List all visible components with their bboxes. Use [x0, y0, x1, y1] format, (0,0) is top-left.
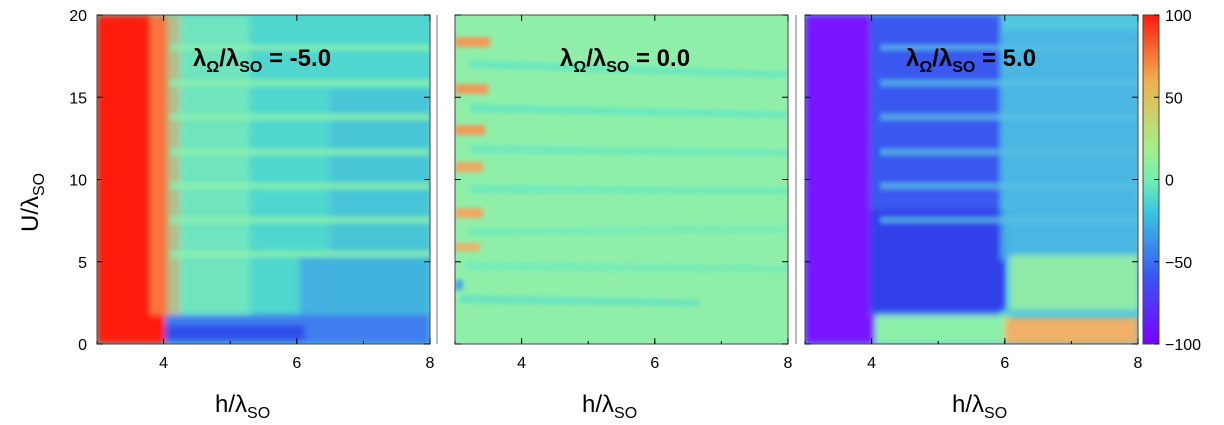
heatmap-0 — [97, 15, 430, 344]
x-tick-label: 8 — [784, 355, 793, 372]
panel-title-0: λΩ/λSO = -5.0 — [193, 45, 331, 76]
panel-title-1: λΩ/λSO = 0.0 — [560, 45, 690, 76]
x-axis-label-1: h/λSO — [582, 391, 637, 422]
x-tick-label: 8 — [1134, 355, 1143, 372]
ticks-2: 4 6 8 — [804, 14, 1143, 372]
x-tick-label: 4 — [159, 355, 168, 372]
x-tick-label: 8 — [426, 355, 435, 372]
y-tick-label: 5 — [78, 255, 87, 272]
x-tick-label: 6 — [292, 355, 301, 372]
colorbar-tick-label: −50 — [1165, 255, 1192, 272]
ticks-0: 4 6 8 0 5 10 15 20 — [69, 8, 434, 372]
colorbar-tick-label: 100 — [1165, 8, 1192, 25]
heatmap-1 — [455, 15, 788, 344]
panel-2: 4 6 8 λΩ/λSO = 5.0 h/λSO — [804, 14, 1143, 422]
y-tick-label: 20 — [69, 8, 87, 25]
x-tick-label: 6 — [650, 355, 659, 372]
x-axis-label-0: h/λSO — [215, 391, 270, 422]
colorbar-tick-label: 50 — [1165, 90, 1183, 107]
x-axis-label-2: h/λSO — [952, 391, 1007, 422]
y-axis-label: U/λSO — [17, 173, 48, 232]
y-tick-label: 10 — [69, 173, 87, 190]
panel-0: 4 6 8 0 5 10 15 20 λΩ/λSO = -5.0 h/λSO U/λSO — [17, 8, 438, 422]
colorbar-tick-label: −100 — [1165, 337, 1201, 354]
y-tick-label: 0 — [78, 337, 87, 354]
colorbar: 100 50 0 −50 −100 — [1142, 8, 1201, 354]
heatmap-2 — [805, 15, 1138, 344]
colorbar-tick-label: 0 — [1165, 173, 1174, 190]
x-tick-label: 6 — [1000, 355, 1009, 372]
x-tick-label: 4 — [517, 355, 526, 372]
y-tick-label: 15 — [69, 90, 87, 107]
x-tick-label: 4 — [867, 355, 876, 372]
ticks-1: 4 6 8 — [454, 14, 793, 372]
panel-title-2: λΩ/λSO = 5.0 — [906, 45, 1036, 76]
colorbar-ticks: 100 50 0 −50 −100 — [1154, 8, 1201, 354]
panel-1: 4 6 8 λΩ/λSO = 0.0 h/λSO — [454, 14, 797, 422]
